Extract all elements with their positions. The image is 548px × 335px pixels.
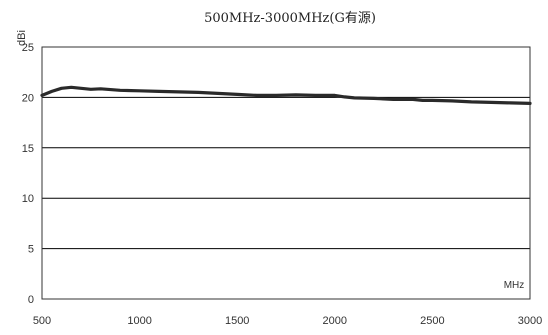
grid-lines	[42, 96, 530, 250]
x-tick-labels: 500 1000 1500 2000 2500 3000	[33, 315, 542, 327]
y-tick-label: 10	[22, 193, 34, 205]
x-tick-label: 500	[33, 315, 51, 327]
y-tick-label: 20	[22, 92, 34, 104]
x-tick-label: 1000	[127, 315, 151, 327]
chart-title: 500MHz-3000MHz(G有源)	[204, 11, 376, 26]
y-tick-label: 5	[28, 244, 34, 256]
y-tick-label: 15	[22, 143, 34, 155]
plot-frame	[41, 46, 531, 300]
series-layer	[40, 85, 532, 105]
y-axis-label: dBi	[16, 30, 28, 46]
x-tick-label: 2500	[420, 315, 444, 327]
x-tick-label: 3000	[518, 315, 542, 327]
y-tick-label: 0	[28, 294, 34, 306]
x-tick-label: 2000	[323, 315, 347, 327]
y-tick-label: 25	[22, 42, 34, 54]
x-tick-label: 1500	[225, 315, 249, 327]
y-tick-labels: 0 5 10 15 20 25	[22, 42, 34, 306]
series-line-0	[40, 85, 532, 105]
x-axis-label: MHz	[504, 280, 525, 291]
